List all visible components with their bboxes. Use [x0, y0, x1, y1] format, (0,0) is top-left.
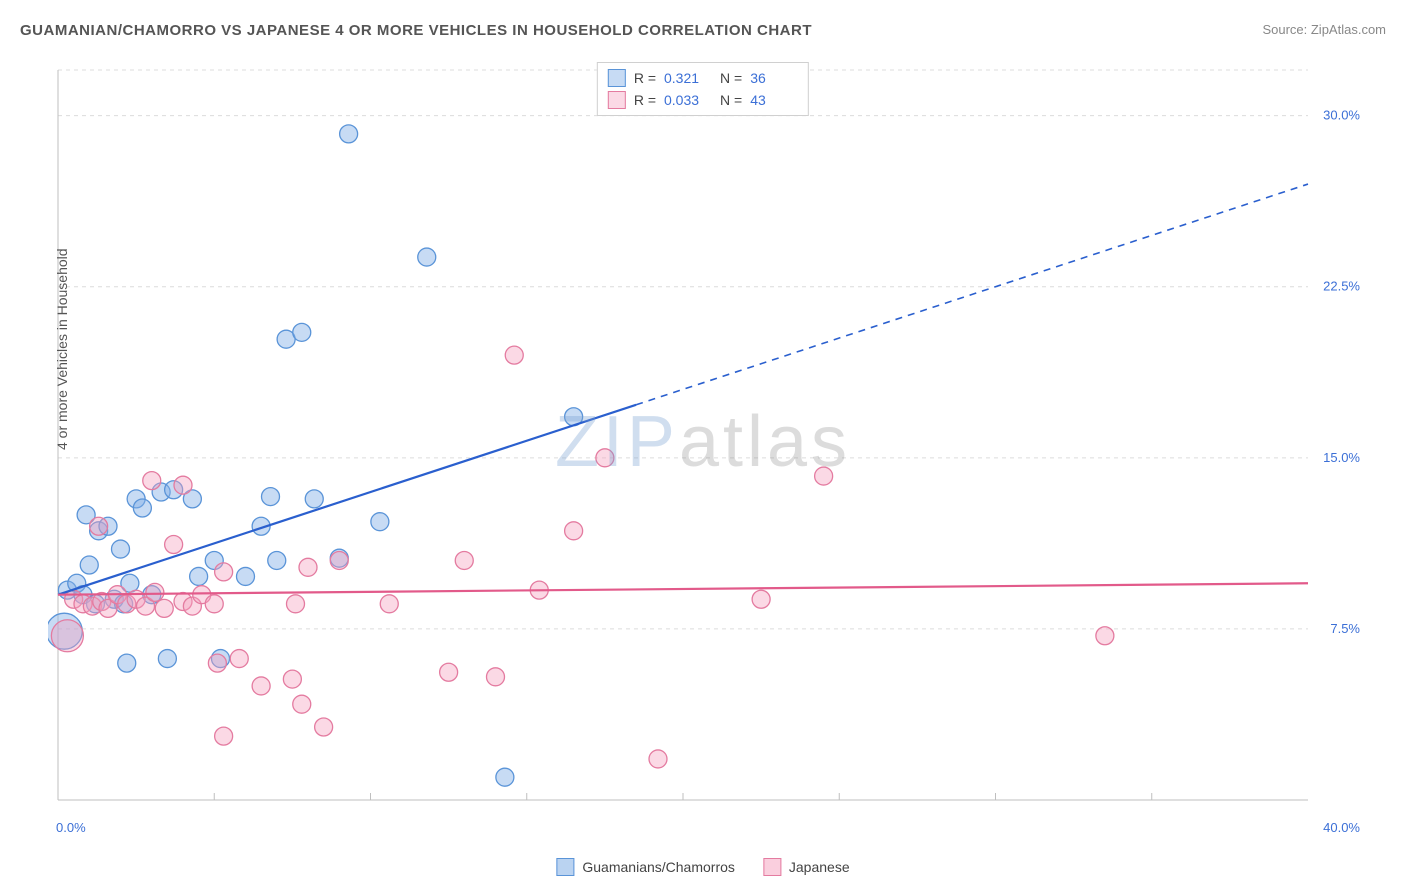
data-point: [237, 567, 255, 585]
data-point: [262, 488, 280, 506]
data-point: [268, 551, 286, 569]
legend-row: R = 0.321 N = 36: [608, 67, 798, 89]
legend-r-label: R =: [634, 92, 656, 108]
data-point: [112, 540, 130, 558]
legend-n-value: 43: [750, 92, 798, 108]
data-point: [283, 670, 301, 688]
data-point: [143, 472, 161, 490]
data-point: [330, 551, 348, 569]
data-point: [293, 323, 311, 341]
svg-text:7.5%: 7.5%: [1330, 621, 1360, 636]
data-point: [752, 590, 770, 608]
svg-text:40.0%: 40.0%: [1323, 820, 1360, 835]
data-point: [118, 654, 136, 672]
scatter-chart: 7.5% 15.0% 22.5% 30.0% 0.0% 40.0%: [48, 60, 1368, 840]
data-point: [305, 490, 323, 508]
data-point: [165, 536, 183, 554]
legend-swatch: [556, 858, 574, 876]
series-legend: Guamanians/Chamorros Japanese: [556, 858, 849, 876]
legend-label: Japanese: [789, 859, 850, 875]
data-point: [649, 750, 667, 768]
data-point: [487, 668, 505, 686]
data-point: [455, 551, 473, 569]
data-point: [215, 727, 233, 745]
data-point: [293, 695, 311, 713]
legend-item: Guamanians/Chamorros: [556, 858, 735, 876]
source-label: Source: ZipAtlas.com: [1262, 22, 1386, 37]
data-point: [505, 346, 523, 364]
data-point: [496, 768, 514, 786]
data-point: [299, 558, 317, 576]
legend-label: Guamanians/Chamorros: [582, 859, 735, 875]
legend-n-label: N =: [720, 70, 742, 86]
legend-item: Japanese: [763, 858, 850, 876]
legend-r-label: R =: [634, 70, 656, 86]
data-point: [215, 563, 233, 581]
trend-line-extrapolated: [636, 184, 1308, 405]
y-axis-label: 4 or more Vehicles in Household: [54, 248, 70, 450]
legend-n-label: N =: [720, 92, 742, 108]
data-point: [90, 517, 108, 535]
legend-r-value: 0.321: [664, 70, 712, 86]
data-point: [440, 663, 458, 681]
data-point: [340, 125, 358, 143]
svg-text:30.0%: 30.0%: [1323, 108, 1360, 123]
data-point: [158, 650, 176, 668]
legend-swatch: [763, 858, 781, 876]
legend-r-value: 0.033: [664, 92, 712, 108]
data-point: [252, 677, 270, 695]
correlation-legend: R = 0.321 N = 36 R = 0.033 N = 43: [597, 62, 809, 116]
data-point: [315, 718, 333, 736]
data-point: [174, 476, 192, 494]
data-point: [205, 595, 223, 613]
data-point: [133, 499, 151, 517]
data-point: [596, 449, 614, 467]
data-point: [208, 654, 226, 672]
legend-swatch: [608, 91, 626, 109]
plot-area: 4 or more Vehicles in Household 7.5% 15.0…: [48, 60, 1368, 840]
legend-swatch: [608, 69, 626, 87]
data-point: [418, 248, 436, 266]
data-point: [230, 650, 248, 668]
svg-text:15.0%: 15.0%: [1323, 450, 1360, 465]
data-point: [371, 513, 389, 531]
svg-text:0.0%: 0.0%: [56, 820, 86, 835]
svg-text:22.5%: 22.5%: [1323, 279, 1360, 294]
data-point: [190, 567, 208, 585]
data-point: [146, 583, 164, 601]
data-point: [815, 467, 833, 485]
legend-n-value: 36: [750, 70, 798, 86]
data-point: [80, 556, 98, 574]
data-point: [565, 522, 583, 540]
chart-title: GUAMANIAN/CHAMORRO VS JAPANESE 4 OR MORE…: [20, 22, 812, 39]
data-point: [155, 599, 173, 617]
data-point: [1096, 627, 1114, 645]
data-point: [287, 595, 305, 613]
data-point: [51, 620, 83, 652]
data-point: [380, 595, 398, 613]
legend-row: R = 0.033 N = 43: [608, 89, 798, 111]
